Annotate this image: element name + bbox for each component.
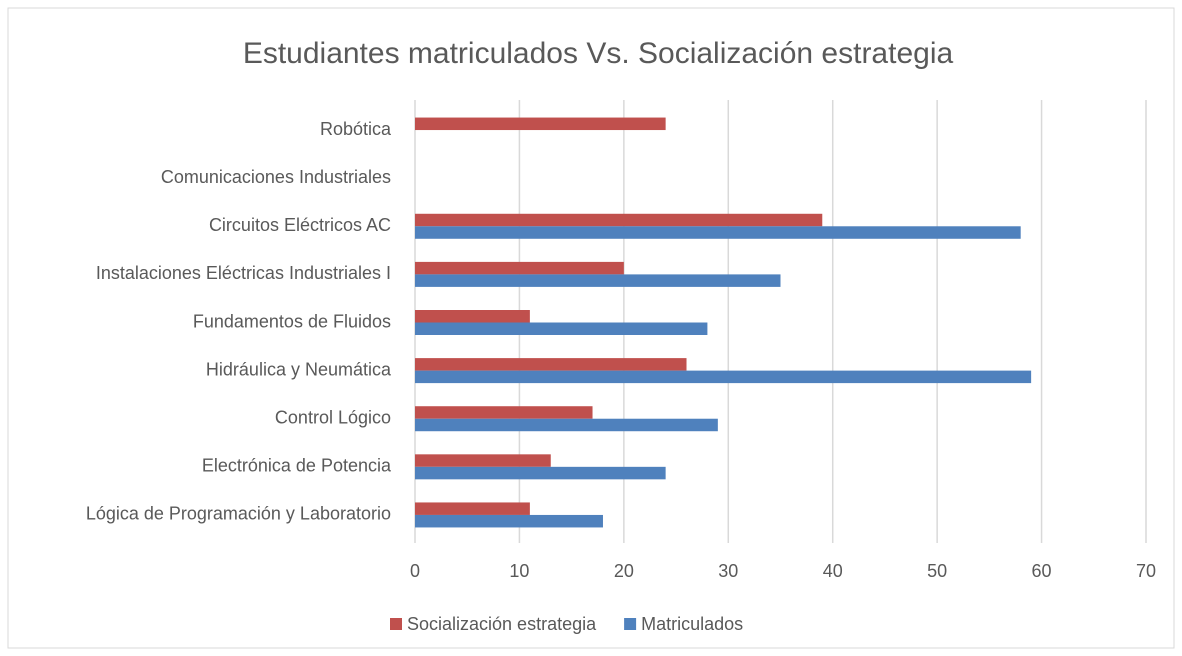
x-tick-label: 50 [927, 561, 947, 581]
bar [415, 274, 781, 287]
bar [415, 322, 708, 335]
bar [415, 358, 687, 371]
y-tick-label: Fundamentos de Fluidos [193, 311, 391, 331]
x-tick-label: 20 [614, 561, 634, 581]
x-tick-label: 10 [509, 561, 529, 581]
x-tick-label: 0 [410, 561, 420, 581]
bar [415, 226, 1021, 239]
y-tick-label: Comunicaciones Industriales [161, 167, 391, 187]
bar [415, 418, 718, 432]
legend-label: Matriculados [641, 614, 743, 634]
x-tick-label: 30 [718, 561, 738, 581]
y-tick-label: Control Lógico [275, 407, 391, 427]
y-tick-label: Electrónica de Potencia [202, 456, 392, 476]
legend-swatch [624, 618, 637, 630]
bar [415, 502, 530, 515]
bar [415, 466, 666, 480]
x-tick-label: 70 [1136, 561, 1156, 581]
x-tick-label: 60 [1032, 561, 1052, 581]
bar [415, 213, 823, 227]
bar [415, 406, 593, 419]
y-tick-label: Lógica de Programación y Laboratorio [86, 504, 391, 524]
y-tick-label: Instalaciones Eléctricas Industriales I [96, 263, 391, 283]
y-tick-label: Circuitos Eléctricos AC [209, 215, 391, 235]
chart-title: Estudiantes matriculados Vs. Socializaci… [243, 37, 954, 70]
legend-label: Socialización estrategia [407, 614, 597, 634]
y-tick-label: Robótica [320, 119, 392, 139]
bar [415, 261, 624, 275]
bar [415, 370, 1032, 384]
bar [415, 514, 603, 528]
y-tick-label: Hidráulica y Neumática [206, 359, 392, 379]
legend-swatch [390, 618, 402, 630]
bar [415, 310, 530, 323]
bar [415, 117, 666, 131]
x-tick-label: 40 [823, 561, 843, 581]
bar [415, 454, 551, 467]
